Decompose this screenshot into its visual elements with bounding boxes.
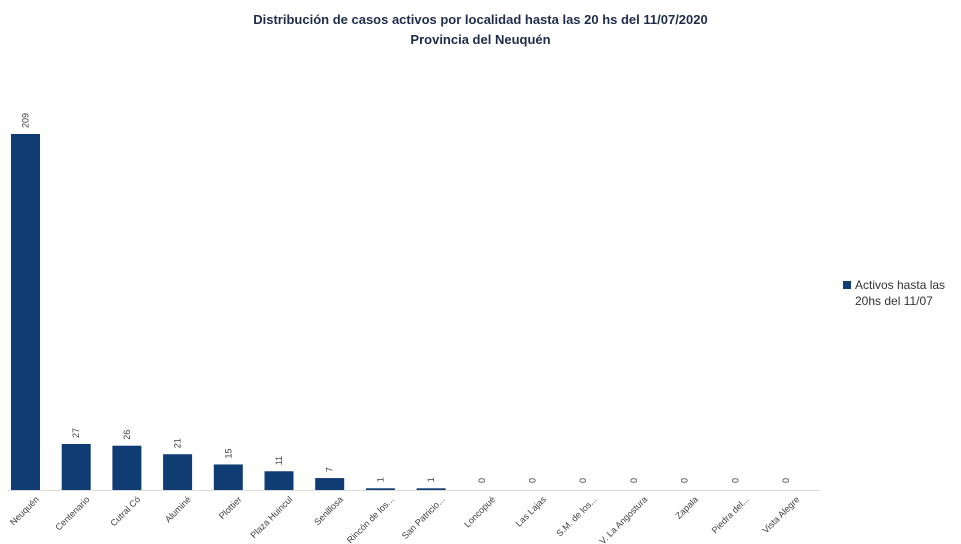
data-label: 27 — [71, 428, 81, 438]
legend-label: Activos hasta las 20hs del 11/07 — [855, 278, 946, 308]
chart-title: Distribución de casos activos por locali… — [253, 12, 708, 27]
x-tick-label: Las Lajas — [514, 494, 549, 529]
x-tick-label: Vista Alegre — [760, 494, 801, 535]
x-tick-label: Piedra del... — [710, 494, 751, 535]
data-label: 26 — [122, 430, 132, 440]
data-label: 1 — [375, 477, 385, 482]
x-tick-label: Plaza Huincul — [248, 494, 294, 540]
x-tick-label: Rincón de los... — [345, 494, 396, 544]
x-tick-label: Plottier — [217, 494, 244, 521]
bar — [61, 444, 91, 490]
data-label: 1 — [426, 477, 436, 482]
data-label: 0 — [730, 478, 740, 483]
x-tick-label: Loncopué — [462, 494, 497, 529]
data-label: 0 — [680, 478, 690, 483]
x-tick-label: Senillosa — [312, 494, 345, 527]
bar — [163, 454, 193, 490]
bar — [11, 134, 40, 490]
x-tick-label: San Patricio... — [400, 494, 447, 541]
data-label: 0 — [477, 478, 487, 483]
x-tick-label: Neuquén — [8, 494, 41, 527]
data-label: 0 — [629, 478, 639, 483]
x-tick-label: Centenario — [53, 494, 91, 532]
data-label: 0 — [781, 478, 791, 483]
x-tick-label: Aluminé — [163, 494, 193, 524]
bar — [264, 471, 294, 490]
data-label: 0 — [528, 478, 538, 483]
data-label: 0 — [578, 478, 588, 483]
chart-title-block: Distribución de casos activos por locali… — [0, 10, 961, 50]
bar — [416, 488, 446, 490]
data-label: 15 — [223, 448, 233, 458]
x-tick-label: Cutral Có — [108, 494, 142, 528]
x-tick-label: V. La Angostura — [598, 494, 650, 544]
legend: Activos hasta las 20hs del 11/07 — [843, 277, 958, 309]
data-label: 21 — [173, 438, 183, 448]
bar — [112, 445, 142, 490]
data-label: 11 — [274, 456, 284, 465]
legend-swatch — [843, 281, 851, 289]
bar — [213, 464, 243, 490]
x-tick-label: S.M. de los... — [554, 494, 598, 538]
data-label: 7 — [325, 467, 335, 472]
data-label: 209 — [21, 113, 31, 128]
x-tick-label: Zapala — [673, 494, 700, 521]
bar — [365, 488, 395, 490]
chart-subtitle: Provincia del Neuquén — [410, 32, 551, 47]
bar — [315, 478, 345, 490]
